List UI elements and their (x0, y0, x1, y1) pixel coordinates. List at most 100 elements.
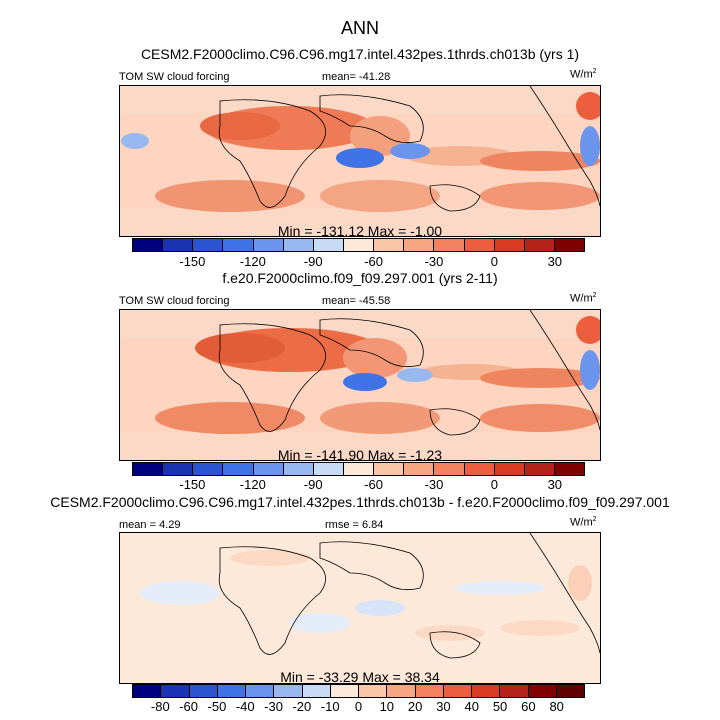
colorbar-swatch (494, 463, 525, 475)
colorbar-swatch (524, 239, 555, 251)
colorbar-swatch (161, 685, 190, 697)
colorbar-swatch (434, 239, 465, 251)
panel3-units: W/m2 (570, 516, 597, 529)
panel3-colorbar (132, 684, 585, 698)
colorbar-swatch (359, 685, 388, 697)
panel2-minmax: Min = -141.90 Max = -1.23 (277, 447, 443, 463)
colorbar-swatch (404, 463, 435, 475)
panel2-colorbar-labels: -150 -120 -90 -60 -30 0 30 (132, 477, 585, 493)
colorbar-swatch (313, 463, 344, 475)
colorbar-tick-label: 30 (436, 699, 451, 714)
colorbar-tick-label: -80 (150, 699, 170, 714)
colorbar-tick-label: -120 (239, 477, 266, 492)
colorbar-swatch (283, 239, 314, 251)
panel1-variable: TOM SW cloud forcing (119, 71, 230, 83)
panel3-minmax: Min = -33.29 Max = 38.34 (280, 669, 440, 685)
panel1-colorbar (132, 238, 585, 252)
colorbar-swatch (189, 685, 218, 697)
colorbar-tick-label: -30 (424, 254, 444, 269)
panel2-mean: mean= -45.58 (322, 295, 391, 307)
colorbar-swatch (374, 239, 405, 251)
colorbar-swatch (217, 685, 246, 697)
colorbar-tick-label: 50 (492, 699, 508, 714)
colorbar-tick-label: -90 (303, 477, 323, 492)
colorbar-swatch (472, 685, 501, 697)
colorbar-swatch (163, 239, 194, 251)
colorbar-swatch (283, 463, 314, 475)
colorbar-tick-label: -30 (424, 477, 444, 492)
colorbar-tick-label: 40 (464, 699, 479, 714)
panel3-mean: mean = 4.29 (119, 519, 181, 531)
colorbar-swatch (133, 463, 164, 475)
colorbar-tick-label: -50 (207, 699, 227, 714)
colorbar-swatch (223, 239, 254, 251)
panel1-title: CESM2.F2000climo.C96.C96.mg17.intel.432p… (140, 46, 580, 62)
colorbar-swatch (133, 239, 164, 251)
panel1-mean: mean= -41.28 (322, 71, 391, 83)
colorbar-swatch (494, 239, 525, 251)
colorbar-swatch (415, 685, 444, 697)
colorbar-tick-label: -90 (303, 254, 323, 269)
colorbar-tick-label: -60 (364, 477, 383, 492)
colorbar-tick-label: -40 (235, 699, 255, 714)
panel1-units: W/m2 (570, 68, 597, 81)
colorbar-swatch (343, 463, 375, 475)
colorbar-swatch (434, 463, 465, 475)
panel3-colorbar-labels: -80 -60 -50 -40 -30 -20 -10 0 10 20 30 40 50 60 80 (132, 699, 585, 715)
colorbar-swatch (404, 239, 435, 251)
colorbar-tick-label: 0 (490, 254, 499, 269)
panel3-title: CESM2.F2000climo.C96.C96.mg17.intel.432p… (50, 494, 670, 510)
colorbar-tick-label: -60 (364, 254, 383, 269)
panel2-variable: TOM SW cloud forcing (119, 295, 230, 307)
panel2-colorbar (132, 462, 585, 476)
colorbar-tick-label: 20 (407, 699, 423, 714)
panel2-units: W/m2 (570, 292, 597, 305)
panel1-map-field (120, 86, 600, 236)
colorbar-swatch (500, 685, 529, 697)
colorbar-tick-label: -10 (320, 699, 340, 714)
colorbar-tick-label: -20 (292, 699, 312, 714)
colorbar-tick-label: 80 (549, 699, 564, 714)
colorbar-swatch (302, 685, 331, 697)
colorbar-swatch (223, 463, 254, 475)
colorbar-swatch (374, 463, 405, 475)
colorbar-swatch (313, 239, 344, 251)
panel3-map-field (120, 533, 600, 683)
panel2-title: f.e20.F2000climo.f09_f09.297.001 (yrs 2-… (222, 270, 498, 286)
panel2-map (119, 309, 601, 461)
colorbar-swatch (554, 463, 585, 475)
colorbar-tick-label: 0 (354, 699, 363, 714)
colorbar-swatch (163, 463, 194, 475)
panel3-map (119, 532, 601, 684)
colorbar-tick-label: -30 (264, 699, 283, 714)
colorbar-tick-label: 10 (379, 699, 395, 714)
colorbar-tick-label: 30 (547, 477, 563, 492)
colorbar-swatch (133, 685, 162, 697)
colorbar-tick-label: -60 (179, 699, 199, 714)
colorbar-swatch (274, 685, 303, 697)
panel1-colorbar-labels: -150 -120 -90 -60 -30 0 30 (132, 254, 585, 270)
panel1-minmax: Min = -131.12 Max = -1.00 (277, 223, 443, 239)
colorbar-tick-label: 60 (521, 699, 536, 714)
colorbar-tick-label: -150 (179, 477, 206, 492)
colorbar-swatch (343, 239, 375, 251)
panel1-map (119, 85, 601, 237)
panel2-map-field (120, 310, 600, 460)
main-title: ANN (340, 18, 379, 38)
colorbar-swatch (528, 685, 557, 697)
colorbar-swatch (193, 463, 224, 475)
colorbar-swatch (253, 239, 284, 251)
colorbar-swatch (464, 239, 495, 251)
colorbar-swatch (330, 685, 359, 697)
colorbar-tick-label: -120 (239, 254, 266, 269)
colorbar-swatch (443, 685, 472, 697)
panel3-rmse: rmse = 6.84 (325, 519, 384, 531)
colorbar-swatch (253, 463, 284, 475)
colorbar-tick-label: -150 (179, 254, 206, 269)
colorbar-swatch (246, 685, 275, 697)
colorbar-tick-label: 0 (490, 477, 499, 492)
colorbar-swatch (554, 239, 585, 251)
colorbar-swatch (524, 463, 555, 475)
colorbar-swatch (387, 685, 416, 697)
colorbar-swatch (193, 239, 224, 251)
